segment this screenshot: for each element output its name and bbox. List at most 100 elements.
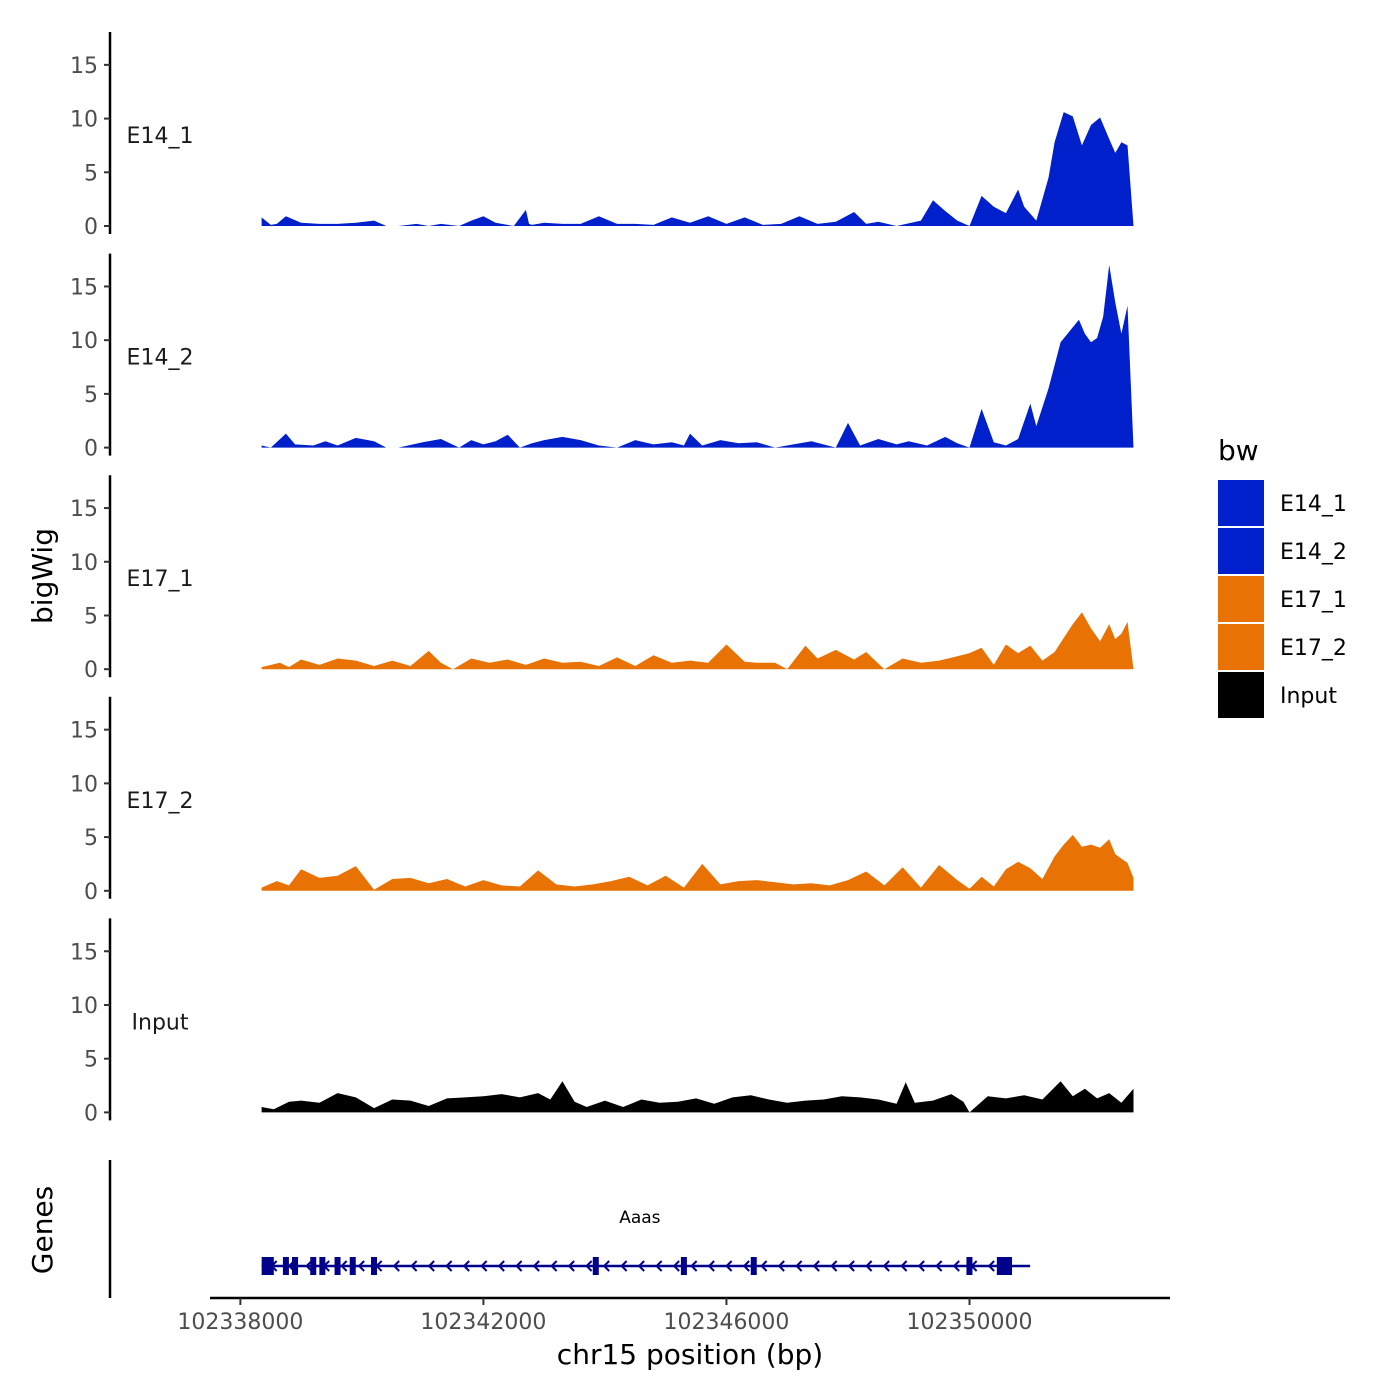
gene-exon — [592, 1257, 599, 1275]
strand-arrow — [777, 1260, 785, 1272]
gene-exon — [966, 1257, 973, 1275]
signal-area-E17_1 — [261, 612, 1134, 670]
signal-area-E17_2 — [261, 834, 1134, 891]
gene-exon — [261, 1257, 274, 1275]
y-tick-label: 5 — [84, 161, 98, 186]
y-tick-label: 0 — [84, 1101, 98, 1126]
legend-swatch — [1218, 672, 1264, 718]
x-tick-label: 102350000 — [907, 1310, 1033, 1335]
strand-arrow — [532, 1260, 540, 1272]
gene-exon — [680, 1257, 687, 1275]
y-tick-label: 10 — [70, 108, 98, 133]
legend-title: bw — [1218, 434, 1259, 467]
strand-arrow — [357, 1260, 365, 1272]
y-tick-label: 0 — [84, 880, 98, 905]
y-tick-label: 10 — [70, 772, 98, 797]
strand-arrow — [462, 1260, 470, 1272]
legend-label: E17_1 — [1280, 588, 1347, 613]
y-tick-label: 15 — [70, 54, 98, 79]
gene-panel: Aaas — [108, 1160, 1031, 1298]
strand-arrow — [655, 1260, 663, 1272]
gene-exon — [371, 1257, 378, 1275]
y-tick-label: 5 — [84, 604, 98, 629]
strand-arrow — [672, 1260, 680, 1272]
y-tick-label: 15 — [70, 275, 98, 300]
strand-arrow — [760, 1260, 768, 1272]
gene-exon — [750, 1257, 757, 1275]
track-label: E14_2 — [127, 346, 194, 371]
y-tick-label: 10 — [70, 329, 98, 354]
strand-arrow — [900, 1260, 908, 1272]
strand-arrow — [637, 1260, 645, 1272]
x-tick-label: 102342000 — [420, 1310, 546, 1335]
strand-arrow — [392, 1260, 400, 1272]
strand-arrow — [690, 1260, 698, 1272]
legend-label: Input — [1280, 684, 1337, 709]
strand-arrow — [340, 1260, 348, 1272]
y-tick-label: 5 — [84, 1048, 98, 1073]
strand-arrow — [550, 1260, 558, 1272]
legend-label: E17_2 — [1280, 636, 1347, 661]
legend-swatch — [1218, 528, 1264, 574]
x-tick-label: 102338000 — [177, 1310, 303, 1335]
strand-arrow — [812, 1260, 820, 1272]
x-tick-label: 102346000 — [663, 1310, 789, 1335]
strand-arrow — [427, 1260, 435, 1272]
signal-area-Input — [261, 1081, 1134, 1113]
track-E14_1: 0 5 10 15 E14_1 — [70, 32, 1137, 240]
legend: bw E14_1 E14_2 E17_1 E17_2 Input — [1218, 434, 1347, 718]
gene-exon — [292, 1257, 299, 1275]
strand-arrow — [935, 1260, 943, 1272]
track-label: E17_2 — [127, 789, 194, 814]
strand-arrow — [987, 1260, 995, 1272]
strand-arrow — [620, 1260, 628, 1272]
strand-arrow — [795, 1260, 803, 1272]
y-axis-title: bigWig — [26, 528, 59, 624]
gene-exon — [349, 1257, 356, 1275]
track-label: Input — [132, 1010, 189, 1035]
strand-arrow — [882, 1260, 890, 1272]
y-tick-label: 10 — [70, 551, 98, 576]
y-tick-label: 0 — [84, 437, 98, 462]
strand-arrow — [847, 1260, 855, 1272]
gene-exon — [319, 1257, 326, 1275]
strand-arrow — [830, 1260, 838, 1272]
y-tick-label: 15 — [70, 497, 98, 522]
x-axis-title: chr15 position (bp) — [557, 1338, 823, 1371]
signal-area-E14_2 — [261, 265, 1137, 448]
track-E14_2: 0 5 10 15 E14_2 — [70, 253, 1137, 462]
strand-arrow — [865, 1260, 873, 1272]
gene-name-label: Aaas — [619, 1208, 660, 1228]
signal-tracks: 0 5 10 15 E14_1 0 5 10 15 E14_2 0 5 10 15 E17_1 0 5 10 15 E… — [70, 32, 1137, 1126]
legend-swatch — [1218, 624, 1264, 670]
strand-arrow — [480, 1260, 488, 1272]
y-tick-label: 0 — [84, 658, 98, 683]
gene-exon — [996, 1257, 1013, 1275]
gene-exon — [282, 1257, 289, 1275]
strand-arrow — [497, 1260, 505, 1272]
strand-arrow — [445, 1260, 453, 1272]
track-label: E14_1 — [127, 124, 194, 149]
strand-arrow — [515, 1260, 523, 1272]
y-tick-label: 5 — [84, 826, 98, 851]
track-E17_2: 0 5 10 15 E17_2 — [70, 696, 1134, 905]
track-E17_1: 0 5 10 15 E17_1 — [70, 475, 1134, 683]
legend-label: E14_2 — [1280, 540, 1347, 565]
y-tick-label: 5 — [84, 383, 98, 408]
strand-arrow — [707, 1260, 715, 1272]
strand-arrow — [567, 1260, 575, 1272]
strand-arrow — [305, 1260, 313, 1272]
x-axis: 102338000 102342000 102346000 102350000 — [177, 1296, 1170, 1335]
gene-exon — [334, 1257, 341, 1275]
y-tick-label: 15 — [70, 940, 98, 965]
strand-arrow — [952, 1260, 960, 1272]
strand-arrow — [410, 1260, 418, 1272]
gene-exon — [310, 1257, 317, 1275]
signal-area-E14_1 — [261, 112, 1137, 226]
y-tick-label: 10 — [70, 994, 98, 1019]
strand-arrow — [917, 1260, 925, 1272]
legend-label: E14_1 — [1280, 492, 1347, 517]
legend-swatch — [1218, 480, 1264, 526]
genes-axis-title: Genes — [26, 1186, 59, 1274]
